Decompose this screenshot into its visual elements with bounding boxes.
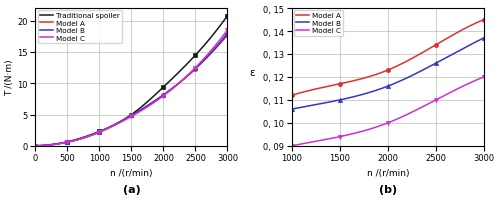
Model C [33,145,39,147]
Line: Traditional spoiler: Traditional spoiler [36,16,228,146]
Model A [289,95,295,97]
Text: (b): (b) [379,185,397,194]
Line: Model A: Model A [36,36,228,146]
Model A [290,94,296,97]
Model B [150,101,156,104]
Model C [289,145,295,147]
Model C [224,30,230,32]
Model B [402,78,408,80]
X-axis label: n /(r/min): n /(r/min) [110,168,152,177]
Model A [481,19,487,22]
Model A [32,145,38,147]
Line: Model A: Model A [292,20,484,96]
Model B [289,108,295,111]
Model B [32,145,38,147]
Model C [450,90,456,92]
Model A [146,104,152,107]
Line: Model B: Model B [292,39,484,110]
Model C [206,52,212,54]
Model B [194,66,200,69]
Model A [194,67,200,69]
Model B [206,54,212,56]
Model B [450,53,456,55]
Model C [147,105,153,107]
Model B [146,104,152,106]
Traditional spoiler [147,99,153,101]
Traditional spoiler [206,39,212,41]
Model A [150,102,156,104]
Model B [224,33,230,35]
Model C [403,114,409,117]
Model A [403,61,409,63]
Model A [450,34,456,37]
Y-axis label: ε: ε [249,68,255,77]
Model C [194,65,200,68]
Model A [463,28,469,30]
Model C [402,114,408,117]
Model A [224,35,230,37]
Model C [463,84,469,87]
Legend: Traditional spoiler, Model A, Model B, Model C: Traditional spoiler, Model A, Model B, M… [38,11,121,44]
Model C [406,113,412,115]
Model A [33,145,39,147]
Model C [146,105,152,108]
Model B [147,103,153,106]
Traditional spoiler [146,99,152,102]
Model C [481,76,487,79]
Model B [33,145,39,147]
Model A [147,104,153,106]
Model B [481,37,487,40]
Traditional spoiler [32,145,38,147]
Model B [463,47,469,49]
Model A [402,61,408,64]
Y-axis label: T /(N·m): T /(N·m) [6,59,15,96]
Model C [32,145,38,147]
Line: Model C: Model C [292,77,484,146]
Model B [403,78,409,80]
Traditional spoiler [33,145,39,147]
Model B [290,108,296,111]
Line: Model C: Model C [36,31,228,146]
Text: (a): (a) [122,185,140,194]
Model A [206,54,212,57]
Model A [406,59,412,62]
Model C [150,102,156,105]
X-axis label: n /(r/min): n /(r/min) [366,168,409,177]
Model C [290,145,296,147]
Line: Model B: Model B [36,34,228,146]
Legend: Model A, Model B, Model C: Model A, Model B, Model C [294,11,343,36]
Traditional spoiler [224,15,230,18]
Traditional spoiler [194,53,200,55]
Model B [406,76,412,79]
Traditional spoiler [150,96,156,98]
